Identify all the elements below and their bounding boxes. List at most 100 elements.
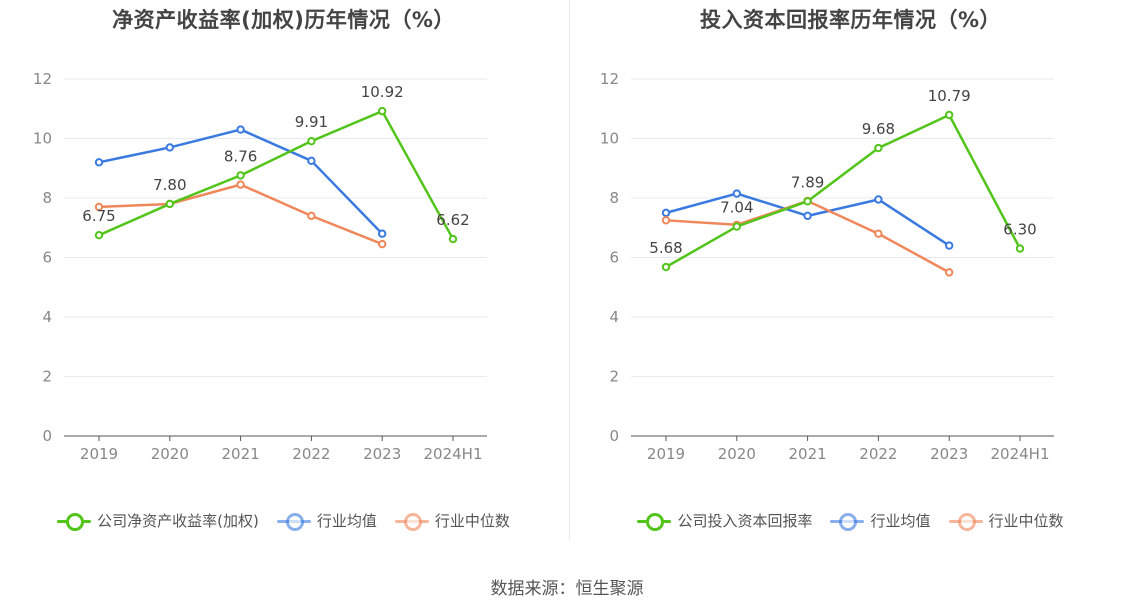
- data-point-industry-median: [874, 229, 883, 238]
- legend-marker-icon: [276, 512, 311, 531]
- y-tick-label: 0: [609, 427, 619, 445]
- y-tick-label: 4: [42, 308, 52, 326]
- y-tick-label: 12: [33, 70, 52, 88]
- y-tick-label: 12: [600, 70, 619, 88]
- data-point-company: [803, 197, 812, 206]
- data-point-company: [874, 143, 883, 153]
- data-source-note: 数据来源：恒生聚源: [490, 579, 644, 599]
- data-label: 7.80: [153, 176, 186, 194]
- roic-line-chart: 0 2 4 6 8 10 12 2019 2020 2021 2022 2023 2024H1 5.68 7…: [600, 70, 1054, 463]
- data-label: 5.68: [649, 239, 682, 257]
- data-label: 10.92: [361, 83, 404, 101]
- data-point-company: [732, 222, 742, 231]
- legend-marker-icon: [637, 512, 672, 531]
- legend-item-industry-avg[interactable]: 行业均值: [276, 510, 377, 531]
- roic-chart-panel: 投入资本回报率历年情况（%） 0 2 4 6 8 10 12 2019 2020 2021 2022…: [567, 0, 1134, 560]
- data-point-company: [165, 199, 175, 209]
- y-tick-label: 6: [609, 249, 619, 267]
- data-label: 6.62: [436, 211, 469, 229]
- legend-item-company[interactable]: 公司投入资本回报率: [637, 510, 812, 531]
- roe-chart-panel: 净资产收益率(加权)历年情况（%） 0 2 4 6 8 10 12 2019 2020 2021 2…: [0, 0, 567, 560]
- data-point-industry-median: [236, 180, 245, 189]
- data-point-industry-avg: [874, 195, 883, 204]
- y-tick-label: 0: [42, 427, 52, 445]
- legend-marker-icon: [830, 512, 865, 531]
- legend-label-industry-median: 行业中位数: [434, 512, 510, 530]
- data-point-industry-avg: [378, 229, 387, 238]
- legend-marker-icon: [948, 512, 983, 531]
- chart-title: 投入资本回报率历年情况（%）: [699, 8, 1002, 32]
- data-label: 6.75: [82, 207, 115, 225]
- x-tick-label: 2019: [647, 445, 685, 463]
- legend-item-industry-median[interactable]: 行业中位数: [948, 510, 1064, 531]
- x-tick-label: 2019: [80, 445, 118, 463]
- legend-dot: [646, 512, 665, 531]
- y-tick-label: 10: [600, 130, 619, 148]
- legend-label-industry-median: 行业中位数: [988, 512, 1064, 530]
- y-tick-label: 4: [609, 308, 619, 326]
- y-tick-label: 8: [609, 189, 619, 207]
- x-tick-label: 2024H1: [991, 445, 1050, 463]
- data-point-industry-avg: [803, 211, 812, 221]
- data-point-industry-avg: [732, 189, 742, 198]
- y-tick-label: 2: [42, 368, 52, 386]
- data-point-industry-median: [94, 202, 104, 212]
- x-tick-label: 2021: [789, 445, 827, 463]
- data-label: 9.91: [295, 113, 328, 131]
- legend-item-industry-median[interactable]: 行业中位数: [394, 510, 510, 531]
- panel-divider: [569, 0, 570, 540]
- legend-dot: [285, 512, 304, 531]
- data-point-industry-median: [378, 239, 387, 249]
- legend-item-industry-avg[interactable]: 行业均值: [830, 510, 931, 531]
- legend-dot: [839, 512, 858, 531]
- data-point-industry-avg: [94, 158, 104, 167]
- legend-marker-icon: [57, 512, 92, 531]
- data-label: 10.79: [928, 87, 971, 105]
- y-tick-label: 2: [609, 368, 619, 386]
- roe-line-chart: 0 2 4 6 8 10 12 2019 2020 2021 2022 2023 2024H1 6.75 7…: [33, 70, 487, 463]
- data-label: 6.30: [1003, 221, 1036, 239]
- data-point-company: [236, 171, 245, 180]
- x-tick-label: 2024H1: [424, 445, 483, 463]
- x-tick-label: 2020: [151, 445, 189, 463]
- data-label: 7.04: [720, 199, 753, 217]
- data-point-industry-avg: [661, 208, 671, 218]
- legend-item-company[interactable]: 公司净资产收益率(加权): [57, 510, 259, 531]
- chart-title: 净资产收益率(加权)历年情况（%）: [112, 8, 455, 32]
- data-point-industry-median: [661, 216, 671, 225]
- legend-dot: [403, 512, 422, 531]
- x-tick-label: 2022: [859, 445, 897, 463]
- legend-dot: [66, 512, 85, 531]
- legend-label-industry-avg: 行业均值: [870, 512, 931, 530]
- data-point-industry-avg: [945, 241, 954, 250]
- data-point-company: [1015, 244, 1025, 253]
- legend-label-company: 公司投入资本回报率: [677, 512, 813, 530]
- legend-marker-icon: [394, 512, 429, 531]
- data-point-company: [945, 110, 954, 120]
- x-tick-label: 2023: [930, 445, 968, 463]
- chart-legend: 公司净资产收益率(加权) 行业均值 行业中位数: [0, 510, 567, 531]
- data-point-company: [94, 230, 104, 240]
- chart-legend: 公司投入资本回报率 行业均值 行业中位数: [567, 510, 1134, 531]
- legend-dot: [957, 512, 976, 531]
- data-point-industry-avg: [307, 156, 316, 166]
- x-tick-label: 2021: [222, 445, 260, 463]
- data-point-industry-median: [945, 268, 954, 277]
- data-point-company: [307, 136, 316, 146]
- y-tick-label: 6: [42, 249, 52, 267]
- series-line-company: [665, 113, 1022, 269]
- data-label: 7.89: [791, 173, 824, 191]
- y-tick-label: 10: [33, 130, 52, 148]
- data-label: 8.76: [224, 147, 257, 165]
- series-line-industry-median: [98, 183, 383, 246]
- data-point-company: [661, 262, 671, 272]
- x-tick-label: 2020: [718, 445, 756, 463]
- series-line-company: [98, 109, 455, 240]
- data-point-industry-avg: [236, 125, 245, 134]
- data-point-industry-avg: [165, 143, 175, 152]
- data-point-industry-median: [307, 211, 316, 221]
- data-point-company: [378, 106, 387, 116]
- data-label: 9.68: [862, 120, 895, 138]
- y-tick-label: 8: [42, 189, 52, 207]
- data-point-company: [448, 234, 458, 244]
